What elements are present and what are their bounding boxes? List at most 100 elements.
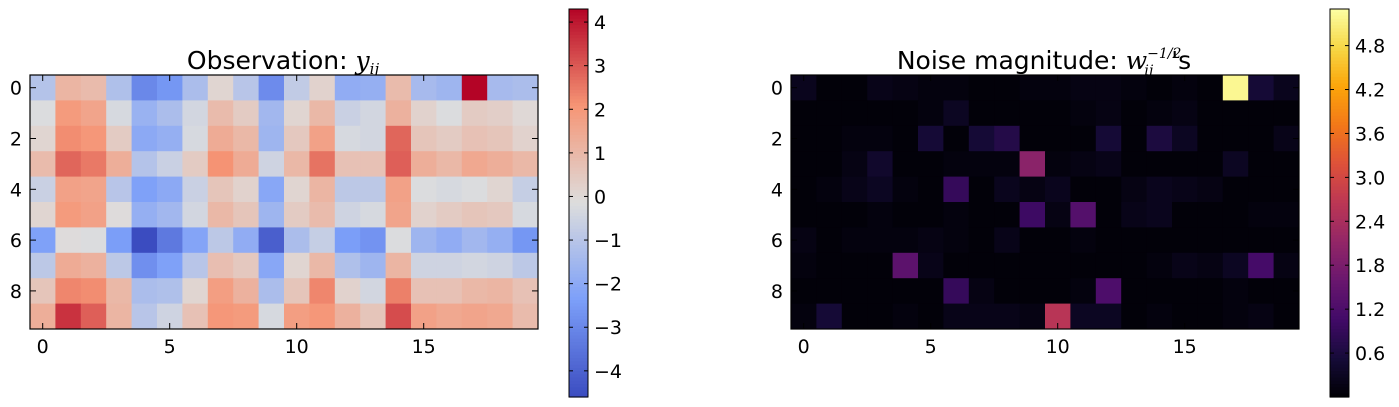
heatmap-cell [968, 227, 995, 254]
colorbar-band [1330, 141, 1349, 146]
heatmap-cell [1070, 252, 1097, 279]
colorbar-band [569, 235, 588, 240]
heatmap-cell [106, 151, 132, 177]
colorbar-band [1330, 60, 1349, 65]
colorbar-band [569, 128, 588, 133]
heatmap-cell [841, 75, 868, 101]
colorbar-band [569, 180, 588, 185]
heatmap-cell [182, 252, 209, 279]
heatmap-cell [233, 75, 259, 101]
colorbar-band [1330, 325, 1349, 330]
heatmap-cell [182, 151, 209, 177]
heatmap-cell [816, 176, 843, 203]
colorbar-band [569, 390, 588, 395]
heatmap-cell [968, 100, 995, 127]
heatmap-cell [1045, 151, 1071, 177]
heatmap-cell [233, 278, 259, 304]
heatmap-cell [994, 100, 1020, 127]
colorbar-band [1330, 222, 1349, 227]
heatmap-cell [385, 176, 412, 203]
colorbar-band [1330, 70, 1349, 75]
heatmap-cell [1197, 227, 1224, 254]
x-tick-label: 15 [1173, 336, 1197, 358]
heatmap-cell [106, 303, 132, 330]
noise-colorbar: 4.8 4.2 3.6 3.0 2.4 1.8 1.2 0.6 [1329, 8, 1385, 398]
heatmap-cell [258, 278, 285, 304]
colorbar-band [1330, 338, 1349, 343]
colorbar-band [1330, 358, 1349, 363]
heatmap-cell [309, 278, 336, 304]
colorbar-band [569, 122, 588, 126]
heatmap-cell [943, 151, 970, 177]
colorbar-tick-label: −4 [594, 361, 622, 383]
colorbar-band [1330, 135, 1349, 139]
heatmap-cell [284, 176, 310, 203]
heatmap-cell [258, 227, 285, 254]
heatmap-cell [867, 176, 893, 203]
heatmap-cell [1070, 176, 1097, 203]
heatmap-cell [892, 252, 919, 279]
colorbar-band [1330, 25, 1349, 29]
heatmap-cell [411, 202, 437, 228]
heatmap-cell [994, 227, 1020, 254]
heatmap-cell [106, 278, 132, 304]
heatmap-cell [182, 202, 209, 228]
heatmap-cell [943, 100, 970, 127]
heatmap-cell [1095, 202, 1122, 228]
heatmap-cell [106, 75, 132, 101]
heatmap-cell [182, 100, 209, 127]
colorbar-band [569, 102, 588, 107]
colorbar-band [1330, 12, 1349, 17]
colorbar-band [569, 280, 588, 285]
colorbar-band [1330, 28, 1349, 33]
colorbar-tick-label: 0 [594, 186, 606, 208]
heatmap-cell [258, 151, 285, 177]
heatmap-cell [1070, 303, 1097, 330]
heatmap-cell [55, 202, 82, 228]
colorbar-band [569, 160, 588, 165]
heatmap-cell [1045, 202, 1071, 228]
heatmap-cell [1172, 278, 1198, 304]
colorbar-band [569, 251, 588, 256]
colorbar-tick-label: 2.4 [1355, 211, 1385, 233]
heatmap-cell [131, 176, 158, 203]
heatmap-cell [841, 303, 868, 330]
heatmap-cell [1019, 100, 1046, 127]
colorbar-band [569, 63, 588, 68]
heatmap-cell [1197, 202, 1224, 228]
heatmap-cell [867, 125, 893, 152]
colorbar-band [569, 115, 588, 120]
colorbar-band [1330, 212, 1349, 217]
colorbar-band [569, 99, 588, 104]
heatmap-cell [1019, 151, 1046, 177]
y-tick-label: 6 [10, 230, 22, 252]
heatmap-cell [207, 278, 234, 304]
colorbar-band [1330, 118, 1349, 123]
colorbar-band [1330, 371, 1349, 375]
colorbar-band [569, 135, 588, 139]
colorbar-band [569, 238, 588, 243]
heatmap-cell [841, 252, 868, 279]
colorbar-tick-label: 4.8 [1355, 36, 1385, 58]
y-tick-label: 2 [10, 129, 22, 151]
heatmap-cell [1172, 151, 1198, 177]
heatmap-cell [411, 125, 437, 152]
heatmap-cell [30, 151, 56, 177]
colorbar-band [1330, 274, 1349, 278]
heatmap-cell [892, 227, 919, 254]
heatmap-cell [182, 227, 209, 254]
heatmap-cell [1070, 75, 1097, 101]
heatmap-cell [816, 202, 843, 228]
heatmap-cell [1146, 202, 1173, 228]
colorbar-tick-label: 3 [594, 56, 606, 78]
heatmap-cell [106, 202, 132, 228]
heatmap-cell [461, 202, 488, 228]
colorbar-band [569, 342, 588, 346]
heatmap-cell [1197, 303, 1224, 330]
colorbar-band [1330, 361, 1349, 366]
colorbar-band [1330, 290, 1349, 295]
colorbar-band [1330, 364, 1349, 369]
colorbar-band [569, 228, 588, 233]
heatmap-cell [334, 252, 361, 279]
